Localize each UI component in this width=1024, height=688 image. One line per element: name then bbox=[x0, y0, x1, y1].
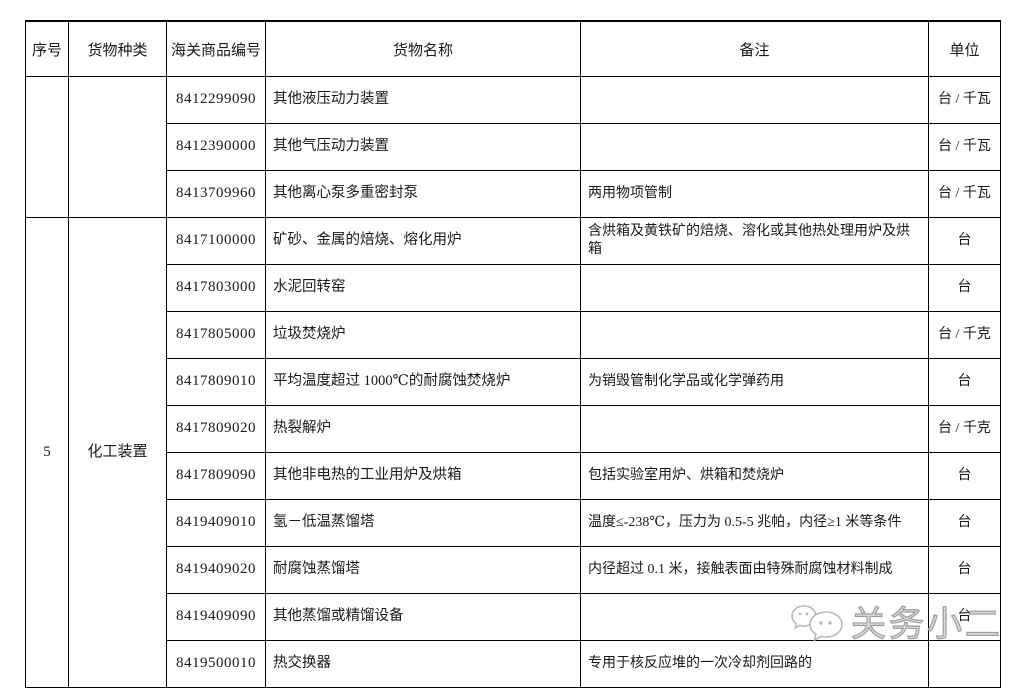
hs-code-cell: 8417100000 bbox=[166, 217, 266, 265]
table-row: 8417805000 垃圾焚烧炉 台 / 千克 bbox=[26, 311, 1001, 359]
hs-code-cell: 8419500010 bbox=[166, 640, 266, 688]
goods-name-cell: 耐腐蚀蒸馏塔 bbox=[265, 546, 581, 594]
unit-cell: 台 / 千瓦 bbox=[928, 123, 1001, 171]
column-header-category: 货物种类 bbox=[68, 20, 167, 77]
table-row: 8419409020 耐腐蚀蒸馏塔 内径超过 0.1 米，接触表面由特殊耐腐蚀材料制… bbox=[26, 546, 1001, 594]
remark-cell bbox=[580, 593, 929, 641]
page: { "colors": { "border": "#000000", "text… bbox=[25, 20, 1001, 688]
unit-cell: 台 bbox=[928, 546, 1001, 594]
seq-cell bbox=[25, 76, 69, 218]
category-cell: 化工装置 bbox=[68, 217, 167, 688]
goods-name-cell: 其他蒸馏或精馏设备 bbox=[265, 593, 581, 641]
goods-name-cell: 平均温度超过 1000℃的耐腐蚀焚烧炉 bbox=[265, 358, 581, 406]
table-row: 8413709960 其他离心泵多重密封泵 两用物项管制台 / 千瓦 bbox=[26, 170, 1001, 218]
column-header-seq: 序号 bbox=[25, 20, 69, 77]
remark-cell bbox=[580, 405, 929, 453]
hs-code-cell: 8417803000 bbox=[166, 264, 266, 312]
remark-cell: 为销毁管制化学品或化学弹药用 bbox=[580, 358, 929, 406]
unit-cell: 台 / 千克 bbox=[928, 405, 1001, 453]
goods-name-cell: 热裂解炉 bbox=[265, 405, 581, 453]
unit-cell: 台 bbox=[928, 452, 1001, 500]
table-row: 8419409010 氢－低温蒸馏塔 温度≤-238℃，压力为 0.5-5 兆帕，内… bbox=[26, 499, 1001, 547]
goods-name-cell: 水泥回转窑 bbox=[265, 264, 581, 312]
unit-cell: 台 / 千瓦 bbox=[928, 76, 1001, 124]
seq-cell: 5 bbox=[25, 217, 69, 688]
unit-cell: 台 bbox=[928, 499, 1001, 547]
table-row: 8417809010 平均温度超过 1000℃的耐腐蚀焚烧炉 为销毁管制化学品或化学… bbox=[26, 358, 1001, 406]
remark-cell bbox=[580, 264, 929, 312]
remark-cell bbox=[580, 311, 929, 359]
unit-cell: 台 bbox=[928, 217, 1001, 265]
unit-cell: 台 / 千克 bbox=[928, 311, 1001, 359]
goods-name-cell: 其他离心泵多重密封泵 bbox=[265, 170, 581, 218]
hs-code-cell: 8413709960 bbox=[166, 170, 266, 218]
hs-code-cell: 8412390000 bbox=[166, 123, 266, 171]
table-header-row: 序号 货物种类 海关商品编号 货物名称 备注 单位 bbox=[25, 20, 1001, 77]
goods-table: 序号 货物种类 海关商品编号 货物名称 备注 单位 8412299090 其他液压… bbox=[25, 20, 1001, 688]
goods-name-cell: 垃圾焚烧炉 bbox=[265, 311, 581, 359]
remark-cell: 含烘箱及黄铁矿的焙烧、溶化或其他热处理用炉及烘箱 bbox=[580, 217, 929, 265]
hs-code-cell: 8419409010 bbox=[166, 499, 266, 547]
remark-cell: 内径超过 0.1 米，接触表面由特殊耐腐蚀材料制成 bbox=[580, 546, 929, 594]
remark-cell: 专用于核反应堆的一次冷却剂回路的 bbox=[580, 640, 929, 688]
goods-name-cell: 其他气压动力装置 bbox=[265, 123, 581, 171]
unit-cell: 台 bbox=[928, 264, 1001, 312]
table-row: 8417809020 热裂解炉 台 / 千克 bbox=[26, 405, 1001, 453]
column-header-remark: 备注 bbox=[580, 20, 929, 77]
unit-cell: 台 bbox=[928, 593, 1001, 641]
hs-code-cell: 8412299090 bbox=[166, 76, 266, 124]
hs-code-cell: 8419409090 bbox=[166, 593, 266, 641]
column-header-unit: 单位 bbox=[928, 20, 1001, 77]
unit-cell: 台 / 千瓦 bbox=[928, 170, 1001, 218]
table-row: 8419409090 其他蒸馏或精馏设备 台 bbox=[26, 593, 1001, 641]
hs-code-cell: 8417805000 bbox=[166, 311, 266, 359]
category-cell bbox=[68, 76, 167, 218]
goods-name-cell: 热交换器 bbox=[265, 640, 581, 688]
unit-cell: 台 bbox=[928, 358, 1001, 406]
goods-name-cell: 氢－低温蒸馏塔 bbox=[265, 499, 581, 547]
goods-name-cell: 其他非电热的工业用炉及烘箱 bbox=[265, 452, 581, 500]
hs-code-cell: 8417809090 bbox=[166, 452, 266, 500]
column-header-goods-name: 货物名称 bbox=[265, 20, 581, 77]
hs-code-cell: 8417809010 bbox=[166, 358, 266, 406]
table-row: 5 化工装置 8417100000 矿砂、金属的焙烧、熔化用炉 含烘箱及黄铁矿的焙烧、溶… bbox=[25, 217, 1001, 688]
table-row: 8417809090 其他非电热的工业用炉及烘箱 包括实验室用炉、烘箱和焚烧炉台 bbox=[26, 452, 1001, 500]
column-header-hs-code: 海关商品编号 bbox=[166, 20, 266, 77]
table-row: 8417803000 水泥回转窑 台 bbox=[26, 264, 1001, 312]
table-body: 8412299090 其他液压动力装置台 / 千瓦 8412390000 其他气压动力… bbox=[25, 76, 1001, 688]
remark-cell: 两用物项管制 bbox=[580, 170, 929, 218]
table-row: 8412390000 其他气压动力装置 台 / 千瓦 bbox=[26, 123, 1001, 171]
hs-code-cell: 8419409020 bbox=[166, 546, 266, 594]
hs-code-cell: 8417809020 bbox=[166, 405, 266, 453]
remark-cell bbox=[580, 76, 929, 124]
remark-cell bbox=[580, 123, 929, 171]
remark-cell: 温度≤-238℃，压力为 0.5-5 兆帕，内径≥1 米等条件 bbox=[580, 499, 929, 547]
goods-table-container: 序号 货物种类 海关商品编号 货物名称 备注 单位 8412299090 其他液压… bbox=[25, 20, 1001, 688]
goods-name-cell: 其他液压动力装置 bbox=[265, 76, 581, 124]
unit-cell bbox=[928, 640, 1001, 688]
goods-name-cell: 矿砂、金属的焙烧、熔化用炉 bbox=[265, 217, 581, 265]
table-row: 8412299090 其他液压动力装置台 / 千瓦 bbox=[25, 76, 1001, 218]
table-row: 8419500010 热交换器 专用于核反应堆的一次冷却剂回路的 bbox=[26, 640, 1001, 688]
remark-cell: 包括实验室用炉、烘箱和焚烧炉 bbox=[580, 452, 929, 500]
